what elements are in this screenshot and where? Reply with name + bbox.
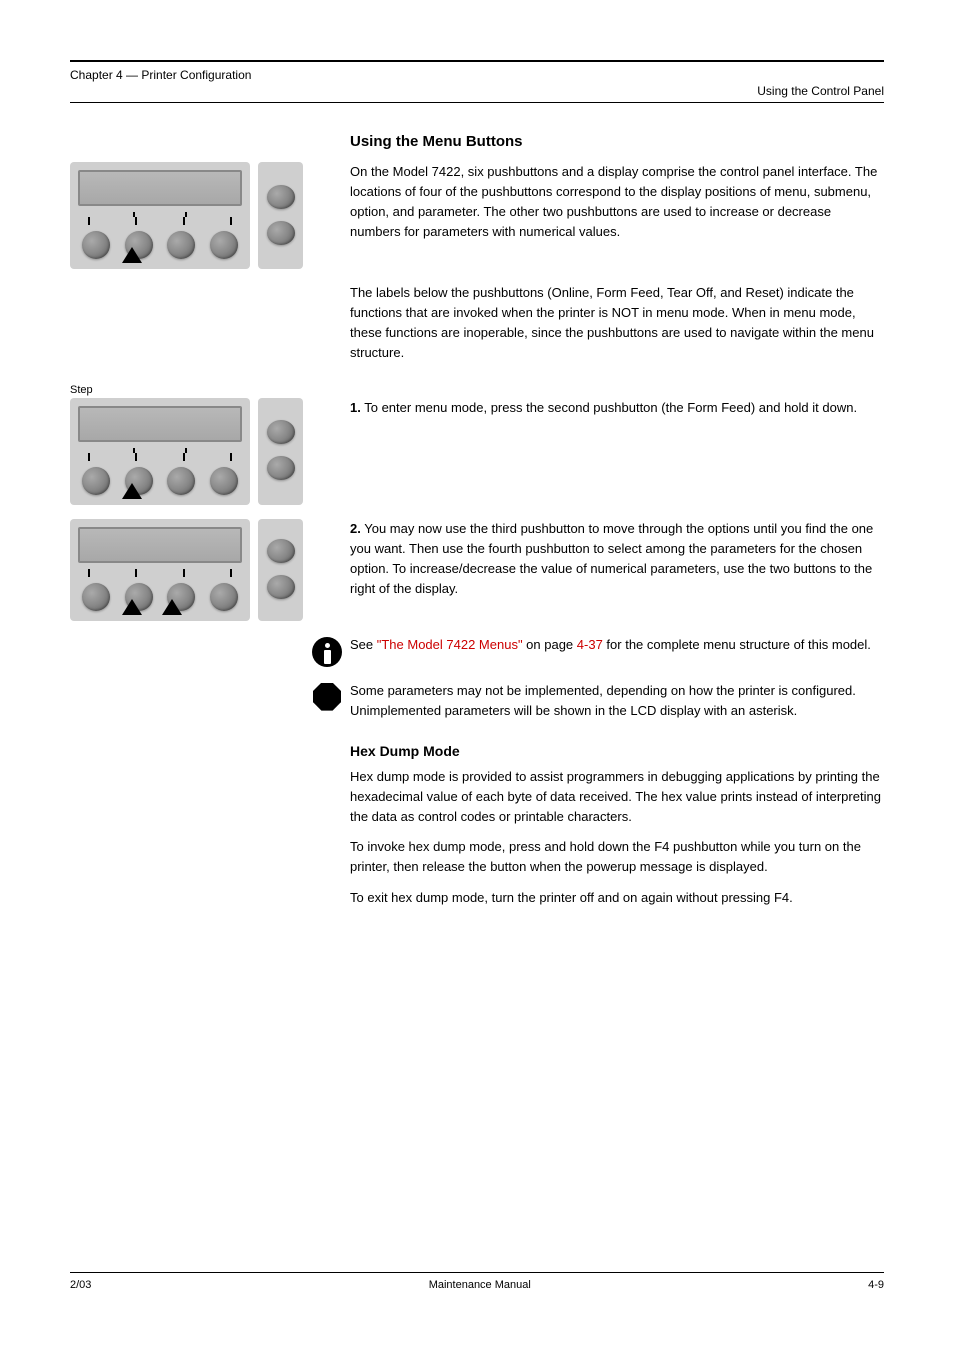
hex-title: Hex Dump Mode bbox=[350, 743, 884, 759]
info-link-1[interactable]: "The Model 7422 Menus" bbox=[377, 637, 523, 652]
panel-button-f3 bbox=[167, 467, 195, 495]
lcd-display bbox=[78, 170, 242, 206]
section-title: Using the Menu Buttons bbox=[350, 133, 884, 150]
page-footer: 2/03 Maintenance Manual 4-9 bbox=[70, 1272, 884, 1291]
footer-right: 4-9 bbox=[868, 1279, 884, 1291]
panel-side bbox=[258, 398, 303, 505]
panel-button-down bbox=[267, 456, 295, 480]
stop-note: Some parameters may not be implemented, … bbox=[350, 681, 884, 721]
header-subtitle: Using the Control Panel bbox=[757, 84, 884, 98]
stop-icon bbox=[313, 683, 341, 711]
control-panel-diagram-2 bbox=[70, 398, 303, 505]
lcd-display bbox=[78, 527, 242, 563]
panel-button-up bbox=[267, 539, 295, 563]
panel-button-up bbox=[267, 185, 295, 209]
header-subrule bbox=[70, 102, 884, 103]
panel-button-f4 bbox=[210, 467, 238, 495]
panel-button-f4 bbox=[210, 231, 238, 259]
panel-side bbox=[258, 162, 303, 269]
arrow-up-icon bbox=[122, 483, 142, 499]
info-prefix: See bbox=[350, 637, 377, 652]
footer-left: 2/03 bbox=[70, 1279, 91, 1291]
panel-button-down bbox=[267, 221, 295, 245]
panel-main bbox=[70, 162, 250, 269]
control-panel-diagram-1 bbox=[70, 162, 303, 269]
header-rule bbox=[70, 60, 884, 62]
footer-rule bbox=[70, 1272, 884, 1273]
footer-center: Maintenance Manual bbox=[429, 1279, 531, 1291]
panel-button-down bbox=[267, 575, 295, 599]
step-label: Step bbox=[70, 384, 303, 396]
panel-side bbox=[258, 519, 303, 621]
lcd-display bbox=[78, 406, 242, 442]
step2-text: You may now use the third pushbutton to … bbox=[350, 521, 873, 596]
info-suffix: for the complete menu structure of this … bbox=[603, 637, 871, 652]
hex-p3: To exit hex dump mode, turn the printer … bbox=[350, 888, 884, 908]
para2: The labels below the pushbuttons (Online… bbox=[350, 283, 884, 364]
panel-main bbox=[70, 398, 250, 505]
panel-button-f1 bbox=[82, 583, 110, 611]
hex-p1: Hex dump mode is provided to assist prog… bbox=[350, 767, 884, 827]
panel-button-f1 bbox=[82, 467, 110, 495]
panel-button-f3 bbox=[167, 231, 195, 259]
hex-p2: To invoke hex dump mode, press and hold … bbox=[350, 837, 884, 877]
control-panel-diagram-3 bbox=[70, 519, 303, 621]
info-link-2[interactable]: 4-37 bbox=[577, 637, 603, 652]
arrow-up-icon bbox=[162, 599, 182, 615]
step1-text: To enter menu mode, press the second pus… bbox=[364, 400, 857, 415]
chapter-title: Chapter 4 — Printer Configuration bbox=[70, 68, 251, 82]
intro-paragraph: On the Model 7422, six pushbuttons and a… bbox=[350, 162, 884, 243]
arrow-up-icon bbox=[122, 247, 142, 263]
info-note: See "The Model 7422 Menus" on page 4-37 … bbox=[350, 635, 884, 655]
arrow-up-icon bbox=[122, 599, 142, 615]
panel-button-f1 bbox=[82, 231, 110, 259]
info-mid: on page bbox=[523, 637, 577, 652]
panel-main bbox=[70, 519, 250, 621]
panel-button-up bbox=[267, 420, 295, 444]
info-icon bbox=[312, 637, 342, 667]
panel-button-f4 bbox=[210, 583, 238, 611]
